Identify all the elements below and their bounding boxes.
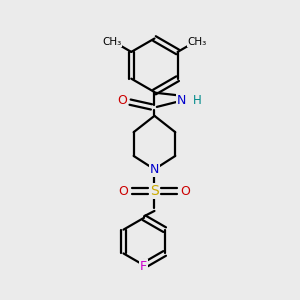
Text: F: F [140,260,147,273]
Text: O: O [118,184,128,197]
Text: S: S [150,184,159,198]
Text: N: N [176,94,186,107]
Text: H: H [193,94,202,107]
Text: O: O [117,94,127,107]
Text: N: N [150,163,159,176]
Text: CH₃: CH₃ [102,37,122,46]
Text: O: O [181,184,190,197]
Text: CH₃: CH₃ [188,37,207,46]
